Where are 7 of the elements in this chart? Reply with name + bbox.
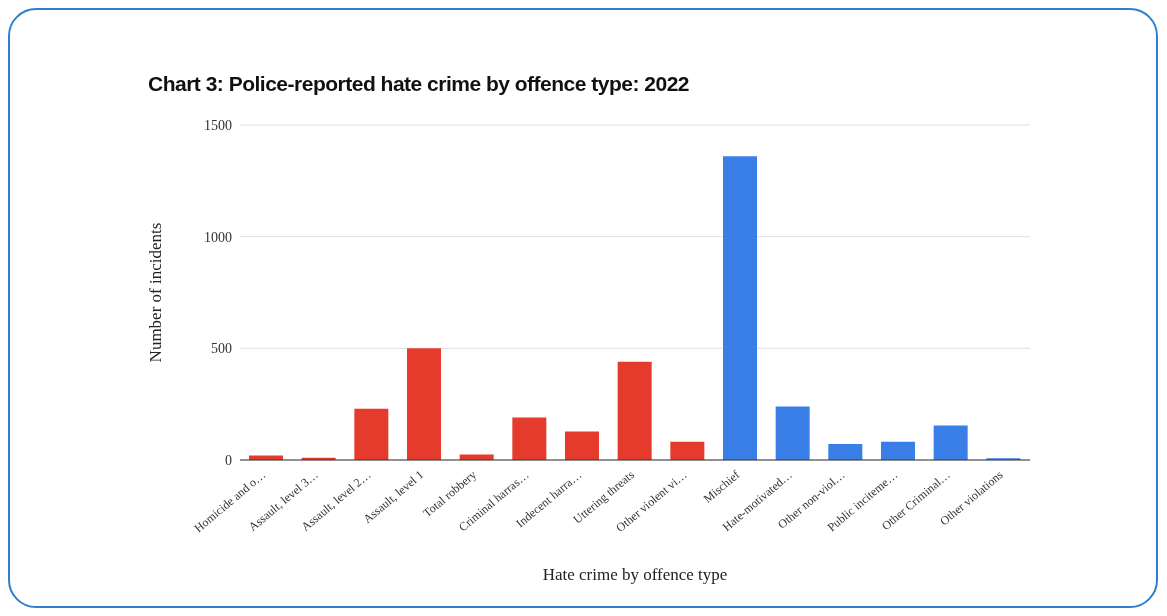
y-axis-title: Number of incidents: [146, 222, 166, 363]
y-tick-label: 1000: [204, 229, 232, 245]
y-tick-label: 500: [211, 341, 232, 357]
chart-title: Chart 3: Police-reported hate crime by offence type: 2022: [148, 72, 690, 96]
y-tick-label: 0: [225, 452, 232, 468]
x-axis-title: Hate crime by offence type: [542, 565, 728, 584]
y-tick-label: 1500: [204, 117, 232, 133]
